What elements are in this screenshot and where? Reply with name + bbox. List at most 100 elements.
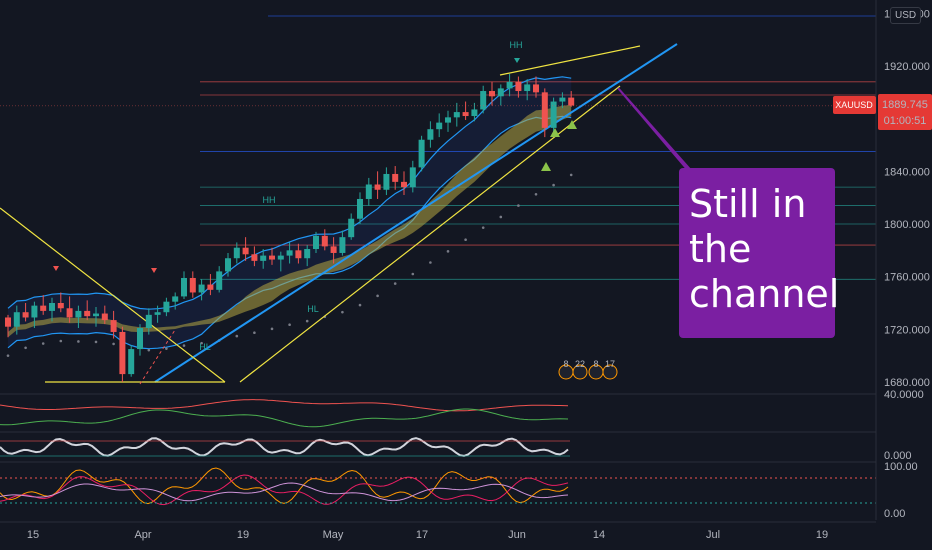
dotted-average-point [288, 323, 291, 327]
candle-body [453, 112, 460, 118]
dotted-average-point [77, 340, 80, 343]
oscillator-panes [0, 393, 876, 506]
candle-body [181, 277, 187, 297]
candle-body [13, 312, 20, 327]
candle-body [330, 246, 337, 253]
symbol-tag-background [833, 96, 876, 114]
dotted-average-point [147, 348, 151, 352]
event-badge-label: 8 [563, 359, 568, 369]
candle-body [304, 249, 311, 259]
rsi-line-pink [0, 474, 569, 506]
price-axis[interactable]: 1680.000 1720.000 1760.000 1800.000 1840.000… [875, 0, 930, 520]
candle-body [374, 184, 381, 190]
candle-body [110, 320, 117, 332]
adx-line-red [0, 399, 569, 412]
dotted-average-point [517, 204, 520, 207]
up-arrow-marker [550, 128, 560, 137]
candle-body [383, 173, 390, 190]
dotted-average-point [200, 341, 203, 345]
candle-body [40, 305, 47, 311]
dotted-average-point [24, 346, 27, 350]
candle-body [233, 247, 240, 259]
candle-body [128, 349, 135, 375]
rsi-line-orange [0, 467, 569, 505]
price-tick-label: 1800.000 [884, 219, 930, 231]
dotted-average-point [112, 342, 115, 346]
candle-body [216, 271, 223, 290]
price-tick-label: 1840.000 [884, 166, 930, 178]
dotted-average-point [552, 183, 555, 187]
dotted-average-point [165, 347, 168, 350]
up-arrow-marker [567, 120, 577, 129]
candle-body [462, 112, 469, 117]
dotted-average-point [411, 272, 415, 276]
candle-body [225, 258, 231, 272]
candle-body [313, 235, 319, 250]
event-badge-label: 8 [593, 359, 598, 369]
candle-body [22, 312, 29, 318]
candle-body [75, 310, 82, 318]
candle-body [189, 277, 196, 293]
candlesticks [5, 73, 575, 382]
dotted-average-point [481, 226, 485, 229]
price-tag-background [878, 94, 932, 130]
candle-body [286, 250, 293, 256]
dotted-average-point [253, 331, 256, 334]
time-tick-label: 14 [593, 529, 605, 541]
candle-body [489, 91, 495, 97]
oscillator-tick-label: 0.00 [884, 508, 905, 520]
candle-body [119, 331, 126, 375]
symbol-label: XAUUSD [835, 100, 873, 110]
candle-body [357, 198, 363, 219]
candle-body [471, 109, 478, 117]
countdown-label: 01:00:51 [884, 115, 927, 127]
candle-body [260, 255, 267, 261]
dotted-average-point [569, 173, 573, 177]
dotted-average-point [182, 344, 186, 347]
candle-body [497, 88, 504, 97]
time-tick-label: 17 [416, 529, 428, 541]
candle-body [93, 313, 99, 317]
currency-button[interactable]: USD [890, 7, 922, 24]
time-tick-label: Jun [508, 529, 526, 541]
pivot-label: HL [307, 304, 319, 314]
candle-body [541, 92, 548, 128]
candle-body [269, 255, 275, 260]
time-tick-label: May [323, 529, 344, 541]
channel-bands [6, 76, 573, 357]
pivot-label: HH [263, 195, 276, 205]
time-tick-label: Jul [706, 529, 720, 541]
candle-body [163, 301, 170, 313]
dotted-average-point [376, 294, 379, 298]
pivot-markers: HH HH HL HL 8 22 8 17 [53, 40, 618, 380]
candle-body [5, 317, 11, 327]
dotted-average-point [499, 215, 503, 219]
dotted-average-point [429, 261, 432, 264]
price-tick-label: 1920.000 [884, 61, 930, 73]
candle-body [145, 314, 152, 329]
time-tick-label: 15 [27, 529, 39, 541]
candle-body [392, 173, 399, 182]
dotted-average-point [6, 354, 10, 357]
candle-body [49, 303, 55, 311]
candle-body [101, 313, 108, 321]
stoch-line [0, 437, 569, 457]
dotted-average-point [41, 342, 45, 345]
event-badge-label: 22 [575, 359, 585, 369]
time-tick-label: Apr [134, 529, 151, 541]
time-axis[interactable]: 15 Apr 19 May 17 Jun 14 Jul 19 [0, 521, 876, 541]
cloud-fill [8, 104, 572, 338]
dashed-line [139, 329, 176, 385]
candle-body [137, 328, 143, 350]
candle-body [401, 181, 407, 188]
candle-body [251, 254, 258, 261]
event-badge-icon [602, 364, 618, 380]
candle-body [480, 91, 487, 110]
candle-body [550, 101, 557, 128]
oscillator-tick-label: 40.0000 [884, 389, 924, 401]
candle-body [568, 97, 575, 106]
price-tag: XAUUSD 1889.745 01:00:51 [0, 94, 932, 130]
dotted-average-point [235, 334, 239, 338]
pivot-label: HL [199, 342, 211, 352]
candle-body [506, 81, 513, 89]
